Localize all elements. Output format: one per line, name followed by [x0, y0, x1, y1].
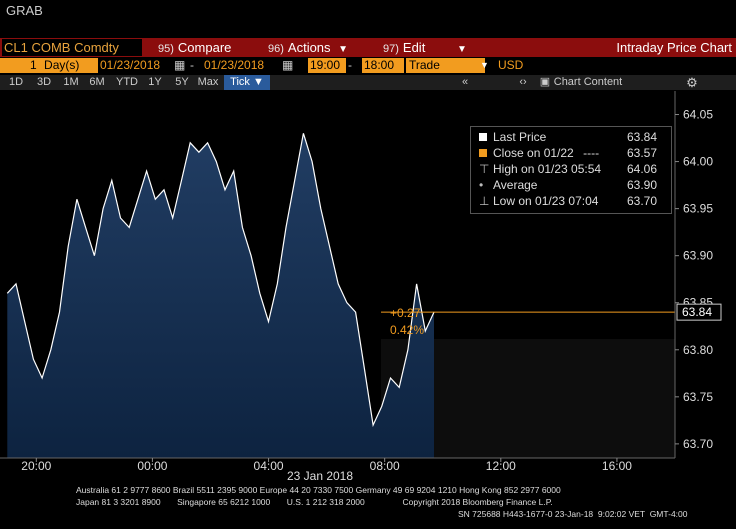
- field-dropdown-icon[interactable]: ▼: [480, 60, 489, 70]
- last-swatch-icon: [479, 133, 487, 141]
- actions-label: Actions: [287, 40, 331, 55]
- actions-num: 96): [268, 43, 284, 55]
- legend-last-value: 63.84: [626, 130, 657, 144]
- legend-high[interactable]: ⊤ High on 01/23 05:54 64.06: [479, 161, 665, 177]
- legend-close-label: Close on 01/22: [493, 146, 574, 160]
- y-tick-label: 64.00: [683, 155, 713, 169]
- end-date-field[interactable]: 01/23/2018: [204, 58, 278, 73]
- legend-low-value: 63.70: [626, 194, 657, 208]
- legend-low-label: Low on 01/23 07:04: [493, 194, 599, 208]
- y-tick-label: 63.95: [683, 202, 713, 216]
- change-abs: +0.27: [390, 306, 421, 320]
- tick-label: Tick: [230, 76, 250, 88]
- time-separator: -: [348, 58, 352, 72]
- start-calendar-icon[interactable]: ▦: [174, 58, 186, 72]
- end-calendar-icon[interactable]: ▦: [282, 58, 294, 72]
- footer-contacts-1: Australia 61 2 9777 8600 Brazil 5511 239…: [76, 485, 561, 495]
- period-count: 1: [30, 58, 37, 72]
- price-chart[interactable]: 64.0564.0063.9563.9063.8563.8063.7563.70…: [0, 91, 736, 529]
- actions-button[interactable]: 96) Actions ▼: [268, 39, 348, 56]
- x-tick-label: 12:00: [486, 459, 516, 473]
- legend-high-label: High on 01/23 05:54: [493, 162, 602, 176]
- change-pct: 0.42%: [390, 323, 424, 337]
- y-tick-label: 63.90: [683, 249, 713, 263]
- y-tick-label: 63.70: [683, 437, 713, 451]
- compare-button[interactable]: 95) Compare: [158, 39, 231, 56]
- gear-icon[interactable]: ⚙: [686, 75, 698, 90]
- price-area: [7, 133, 435, 459]
- last-price-tag: 63.84: [682, 305, 712, 319]
- price-line: [6, 133, 435, 428]
- legend-average-label: Average: [493, 178, 538, 192]
- start-date-field[interactable]: 01/23/2018: [100, 58, 172, 73]
- range-5y[interactable]: 5Y: [175, 76, 189, 88]
- legend-last[interactable]: Last Price 63.84: [479, 129, 665, 145]
- edit-label: Edit: [402, 40, 426, 55]
- legend-high-value: 64.06: [626, 162, 657, 176]
- currency-label: USD: [498, 58, 524, 72]
- chart-content-button[interactable]: Chart Content: [553, 76, 623, 88]
- last-price-tag-box: [676, 303, 722, 321]
- chart-content-icon: ▣: [539, 76, 551, 88]
- low-marker-icon: ⊥: [479, 194, 490, 208]
- x-tick-label: 08:00: [370, 459, 400, 473]
- toolbar: [0, 38, 736, 57]
- y-tick-label: 63.80: [683, 343, 713, 357]
- legend-close-dashes: ----: [583, 146, 600, 160]
- legend-close-value: 63.57: [626, 146, 657, 160]
- range-6m[interactable]: 6M: [89, 76, 105, 88]
- range-1m[interactable]: 1M: [63, 76, 79, 88]
- collapse-left-icon[interactable]: «: [461, 76, 469, 88]
- edit-button[interactable]: 97) Edit ▼: [383, 39, 467, 56]
- range-ytd[interactable]: YTD: [116, 76, 138, 88]
- edit-dropdown-icon: ▼: [456, 44, 467, 55]
- average-marker-icon: •: [479, 178, 484, 192]
- chart-legend: Last Price 63.84 Close on 01/22 ---- 63.…: [470, 126, 672, 214]
- date-separator: -: [190, 58, 194, 72]
- field-selector[interactable]: Trade: [406, 58, 485, 73]
- range-max[interactable]: Max: [197, 76, 219, 88]
- compare-label: Compare: [177, 40, 232, 55]
- range-1d[interactable]: 1D: [8, 76, 24, 88]
- legend-low[interactable]: ⊥ Low on 01/23 07:04 63.70: [479, 193, 665, 209]
- end-time-field[interactable]: 18:00: [362, 58, 404, 73]
- x-tick-label: 00:00: [137, 459, 167, 473]
- footer-contacts-2: Japan 81 3 3201 8900 Singapore 65 6212 1…: [76, 497, 553, 507]
- tick-selector[interactable]: Tick ▼: [224, 75, 270, 90]
- period-unit: Day(s): [44, 58, 80, 72]
- legend-last-label: Last Price: [493, 130, 547, 144]
- edit-num: 97): [383, 43, 399, 55]
- x-tick-label: 04:00: [254, 459, 284, 473]
- x-tick-label: 16:00: [602, 459, 632, 473]
- ticker-text: CL1 COMB Comdty: [4, 40, 119, 55]
- legend-average[interactable]: • Average 63.90: [479, 177, 665, 193]
- y-tick-label: 63.75: [683, 390, 713, 404]
- period-selector[interactable]: 1 Day(s): [0, 58, 98, 73]
- x-tick-label: 20:00: [21, 459, 51, 473]
- footer-session: SN 725688 H443-1677-0 23-Jan-18 9:02:02 …: [458, 509, 688, 519]
- compare-num: 95): [158, 43, 174, 55]
- high-marker-icon: ⊤: [479, 162, 490, 176]
- actions-dropdown-icon: ▼: [338, 44, 349, 55]
- ticker-field[interactable]: CL1 COMB Comdty: [2, 39, 142, 56]
- range-3d[interactable]: 3D: [36, 76, 52, 88]
- window-title: GRAB: [6, 3, 43, 18]
- legend-close[interactable]: Close on 01/22 ---- 63.57: [479, 145, 665, 161]
- y-tick-label: 64.05: [683, 108, 713, 122]
- tick-dropdown-icon: ▼: [252, 76, 264, 88]
- x-date-label: 23 Jan 2018: [287, 469, 353, 483]
- range-1y[interactable]: 1Y: [148, 76, 162, 88]
- range-bar: [0, 75, 736, 90]
- chart-content-toggle-icon[interactable]: ‹›: [519, 76, 527, 88]
- legend-average-value: 63.90: [626, 178, 657, 192]
- panel-title: Intraday Price Chart: [616, 40, 732, 55]
- close-swatch-icon: [479, 149, 487, 157]
- start-time-field[interactable]: 19:00: [308, 58, 346, 73]
